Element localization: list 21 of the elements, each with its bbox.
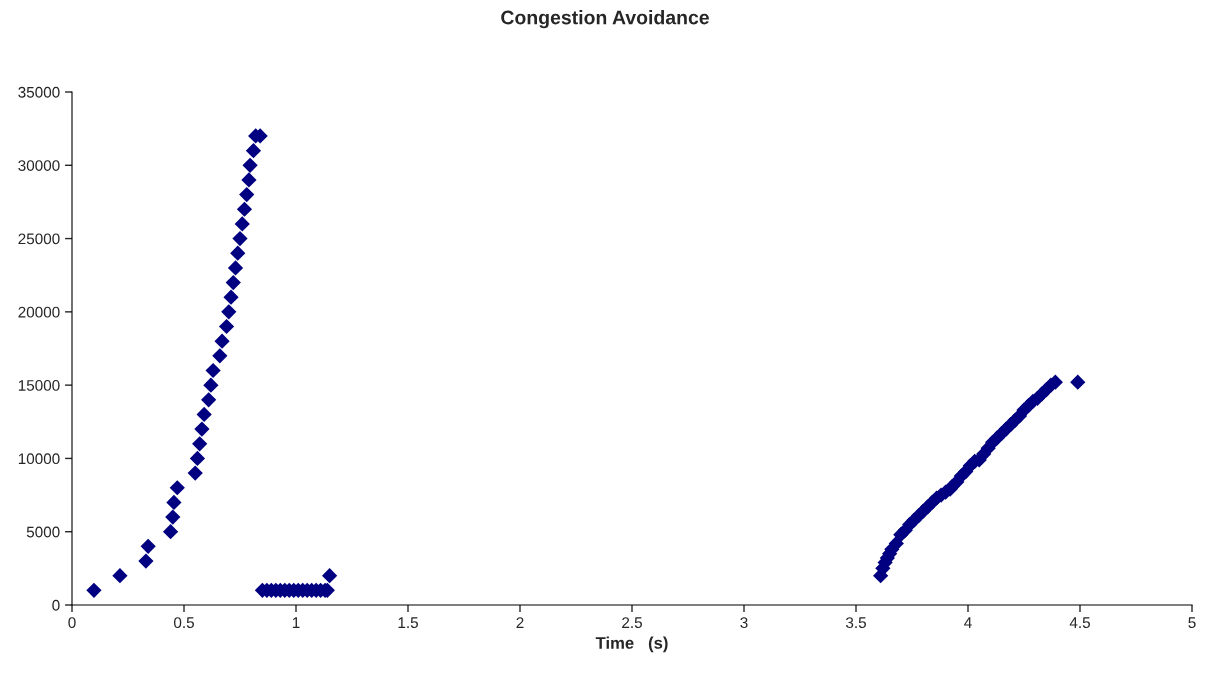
x-tick-label: 0 [68, 617, 76, 629]
y-tick-label: 35000 [18, 86, 60, 98]
x-tick-label: 3 [740, 617, 748, 629]
x-tick-label: 4 [964, 617, 972, 628]
x-axis-title: Time (s) [595, 636, 668, 653]
y-tick-label: 10000 [18, 453, 60, 465]
y-tick-label: 5000 [26, 526, 60, 538]
x-tick-label: 0.5 [173, 617, 194, 629]
x-tick-label: 2 [516, 617, 524, 628]
x-tick-label: 3.5 [845, 617, 866, 629]
y-tick-label: 25000 [18, 233, 60, 245]
y-tick-label: 0 [52, 599, 60, 611]
chart-title: Congestion Avoidance [501, 10, 709, 29]
x-tick-label: 4.5 [1069, 617, 1090, 629]
x-tick-label: 5 [1188, 617, 1196, 629]
x-tick-label: 1 [292, 617, 300, 628]
y-tick-label: 30000 [18, 160, 60, 171]
x-tick-label: 1.5 [398, 617, 418, 629]
x-tick-label: 2.5 [622, 617, 642, 629]
y-tick-label: 20000 [18, 306, 60, 318]
y-tick-label: 15000 [18, 380, 60, 391]
